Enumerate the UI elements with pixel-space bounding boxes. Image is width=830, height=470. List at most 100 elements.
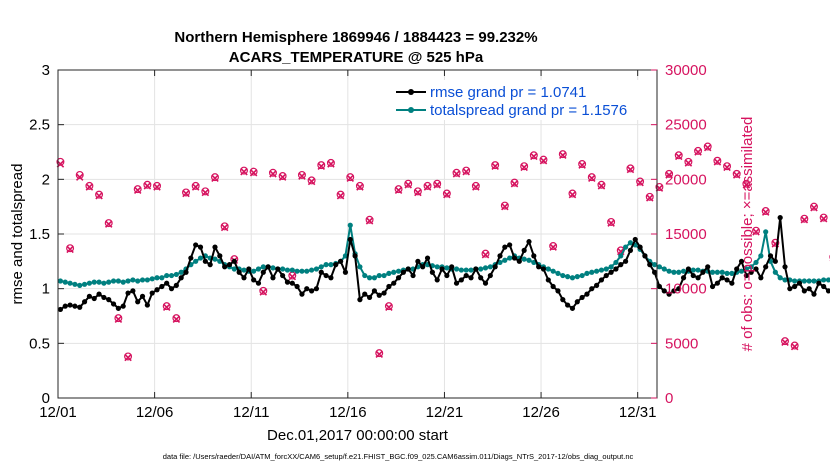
series-point-rmse [149,290,155,296]
series-point-rmse [139,293,146,299]
obs-possible-point [626,164,635,173]
series-point-spread [347,222,353,228]
series-point-rmse [115,305,121,311]
series-point-rmse [381,290,387,296]
series-point-rmse [222,264,228,270]
x-tick-label: 12/01 [39,404,77,421]
series-point-rmse [550,283,556,290]
series-point-rmse [241,275,247,281]
series-point-rmse [173,282,179,288]
series-point-rmse [685,266,691,272]
series-point-rmse [598,277,605,283]
series-point-spread [560,272,566,279]
obs-possible-point [674,151,683,160]
obs-assimilated-point [414,188,422,197]
obs-assimilated-point [423,183,432,191]
obs-assimilated-point [539,156,548,165]
obs-assimilated-point [95,191,103,200]
series-point-spread [782,277,788,283]
series-point-rmse [96,291,102,297]
obs-assimilated-stroke [423,183,432,191]
obs-possible-point [520,162,529,171]
series-point-spread [569,275,576,281]
series-point-spread [584,270,590,276]
obs-assimilated-stroke [162,303,171,312]
obs-assimilated-point [385,303,393,312]
obs-assimilated-point [307,177,316,186]
series-point-spread [72,281,78,287]
series-point-rmse [415,258,421,264]
obs-possible-point [549,242,558,251]
y-tick-label: 0.5 [29,335,50,352]
obs-possible-point [365,215,374,224]
x-tick-label: 12/11 [233,404,269,421]
obs-assimilated-stroke [752,228,760,236]
series-point-spread [656,264,663,270]
series-point-rmse [507,242,513,248]
obs-assimilated-point [452,170,461,178]
series-point-rmse [226,262,233,268]
series-point-rmse [801,288,807,294]
obs-possible-point [442,189,451,198]
obs-assimilated-stroke [191,183,200,191]
series-point-spread [328,262,334,268]
obs-possible-point [404,179,413,188]
obs-possible-point [355,181,364,190]
obs-possible-point [510,178,519,187]
series-point-rmse [782,264,788,270]
obs-assimilated-point [530,152,538,161]
obs-assimilated-point [433,181,441,189]
series-point-rmse [806,286,812,292]
obs-assimilated-point [269,170,277,178]
series-point-rmse [217,253,223,259]
series-point-rmse [608,269,614,275]
obs-possible-point [162,302,171,311]
series-point-spread [149,276,155,282]
obs-assimilated-point [124,353,132,362]
series-point-rmse [753,266,759,272]
obs-assimilated-point [578,161,586,169]
obs-possible-point [578,160,587,169]
obs-possible-point [645,192,654,201]
obs-possible-point [742,179,751,188]
obs-possible-point [539,155,548,164]
series-point-rmse [405,266,411,272]
obs-assimilated-point [220,223,229,232]
series-point-rmse [313,286,320,292]
series-point-spread [825,277,830,283]
obs-assimilated-stroke [182,189,190,198]
obs-assimilated-stroke [85,183,94,191]
series-point-spread [178,269,184,275]
series-point-spread [212,256,218,262]
series-point-spread [574,274,580,280]
series-point-rmse [135,299,141,305]
obs-assimilated-point [819,214,828,223]
obs-assimilated-point [559,151,567,160]
series-point-rmse [328,275,334,281]
series-point-spread [371,275,378,281]
series-point-rmse [125,290,131,296]
obs-possible-point [433,179,442,188]
series-point-spread [738,268,745,274]
series-point-spread [251,268,257,274]
y2-tick-label: 10000 [665,281,707,298]
obs-assimilated-point [153,183,161,191]
obs-assimilated-point [472,183,480,191]
series-point-rmse [410,272,416,279]
obs-possible-point [800,214,809,223]
series-point-rmse [236,269,242,275]
obs-assimilated-stroke [153,183,161,191]
series-point-rmse [565,302,571,308]
series-point-spread [482,265,489,271]
series-point-rmse [705,264,711,270]
series-point-rmse [449,264,455,270]
obs-assimilated-stroke [336,191,345,200]
obs-assimilated-stroke [588,174,596,183]
obs-assimilated-stroke [404,181,412,189]
series-point-rmse [661,288,667,294]
series-point-spread [579,272,585,279]
series-point-spread [381,272,387,279]
obs-possible-point [462,166,471,175]
series-point-spread [521,256,527,262]
series-point-spread [719,269,725,275]
